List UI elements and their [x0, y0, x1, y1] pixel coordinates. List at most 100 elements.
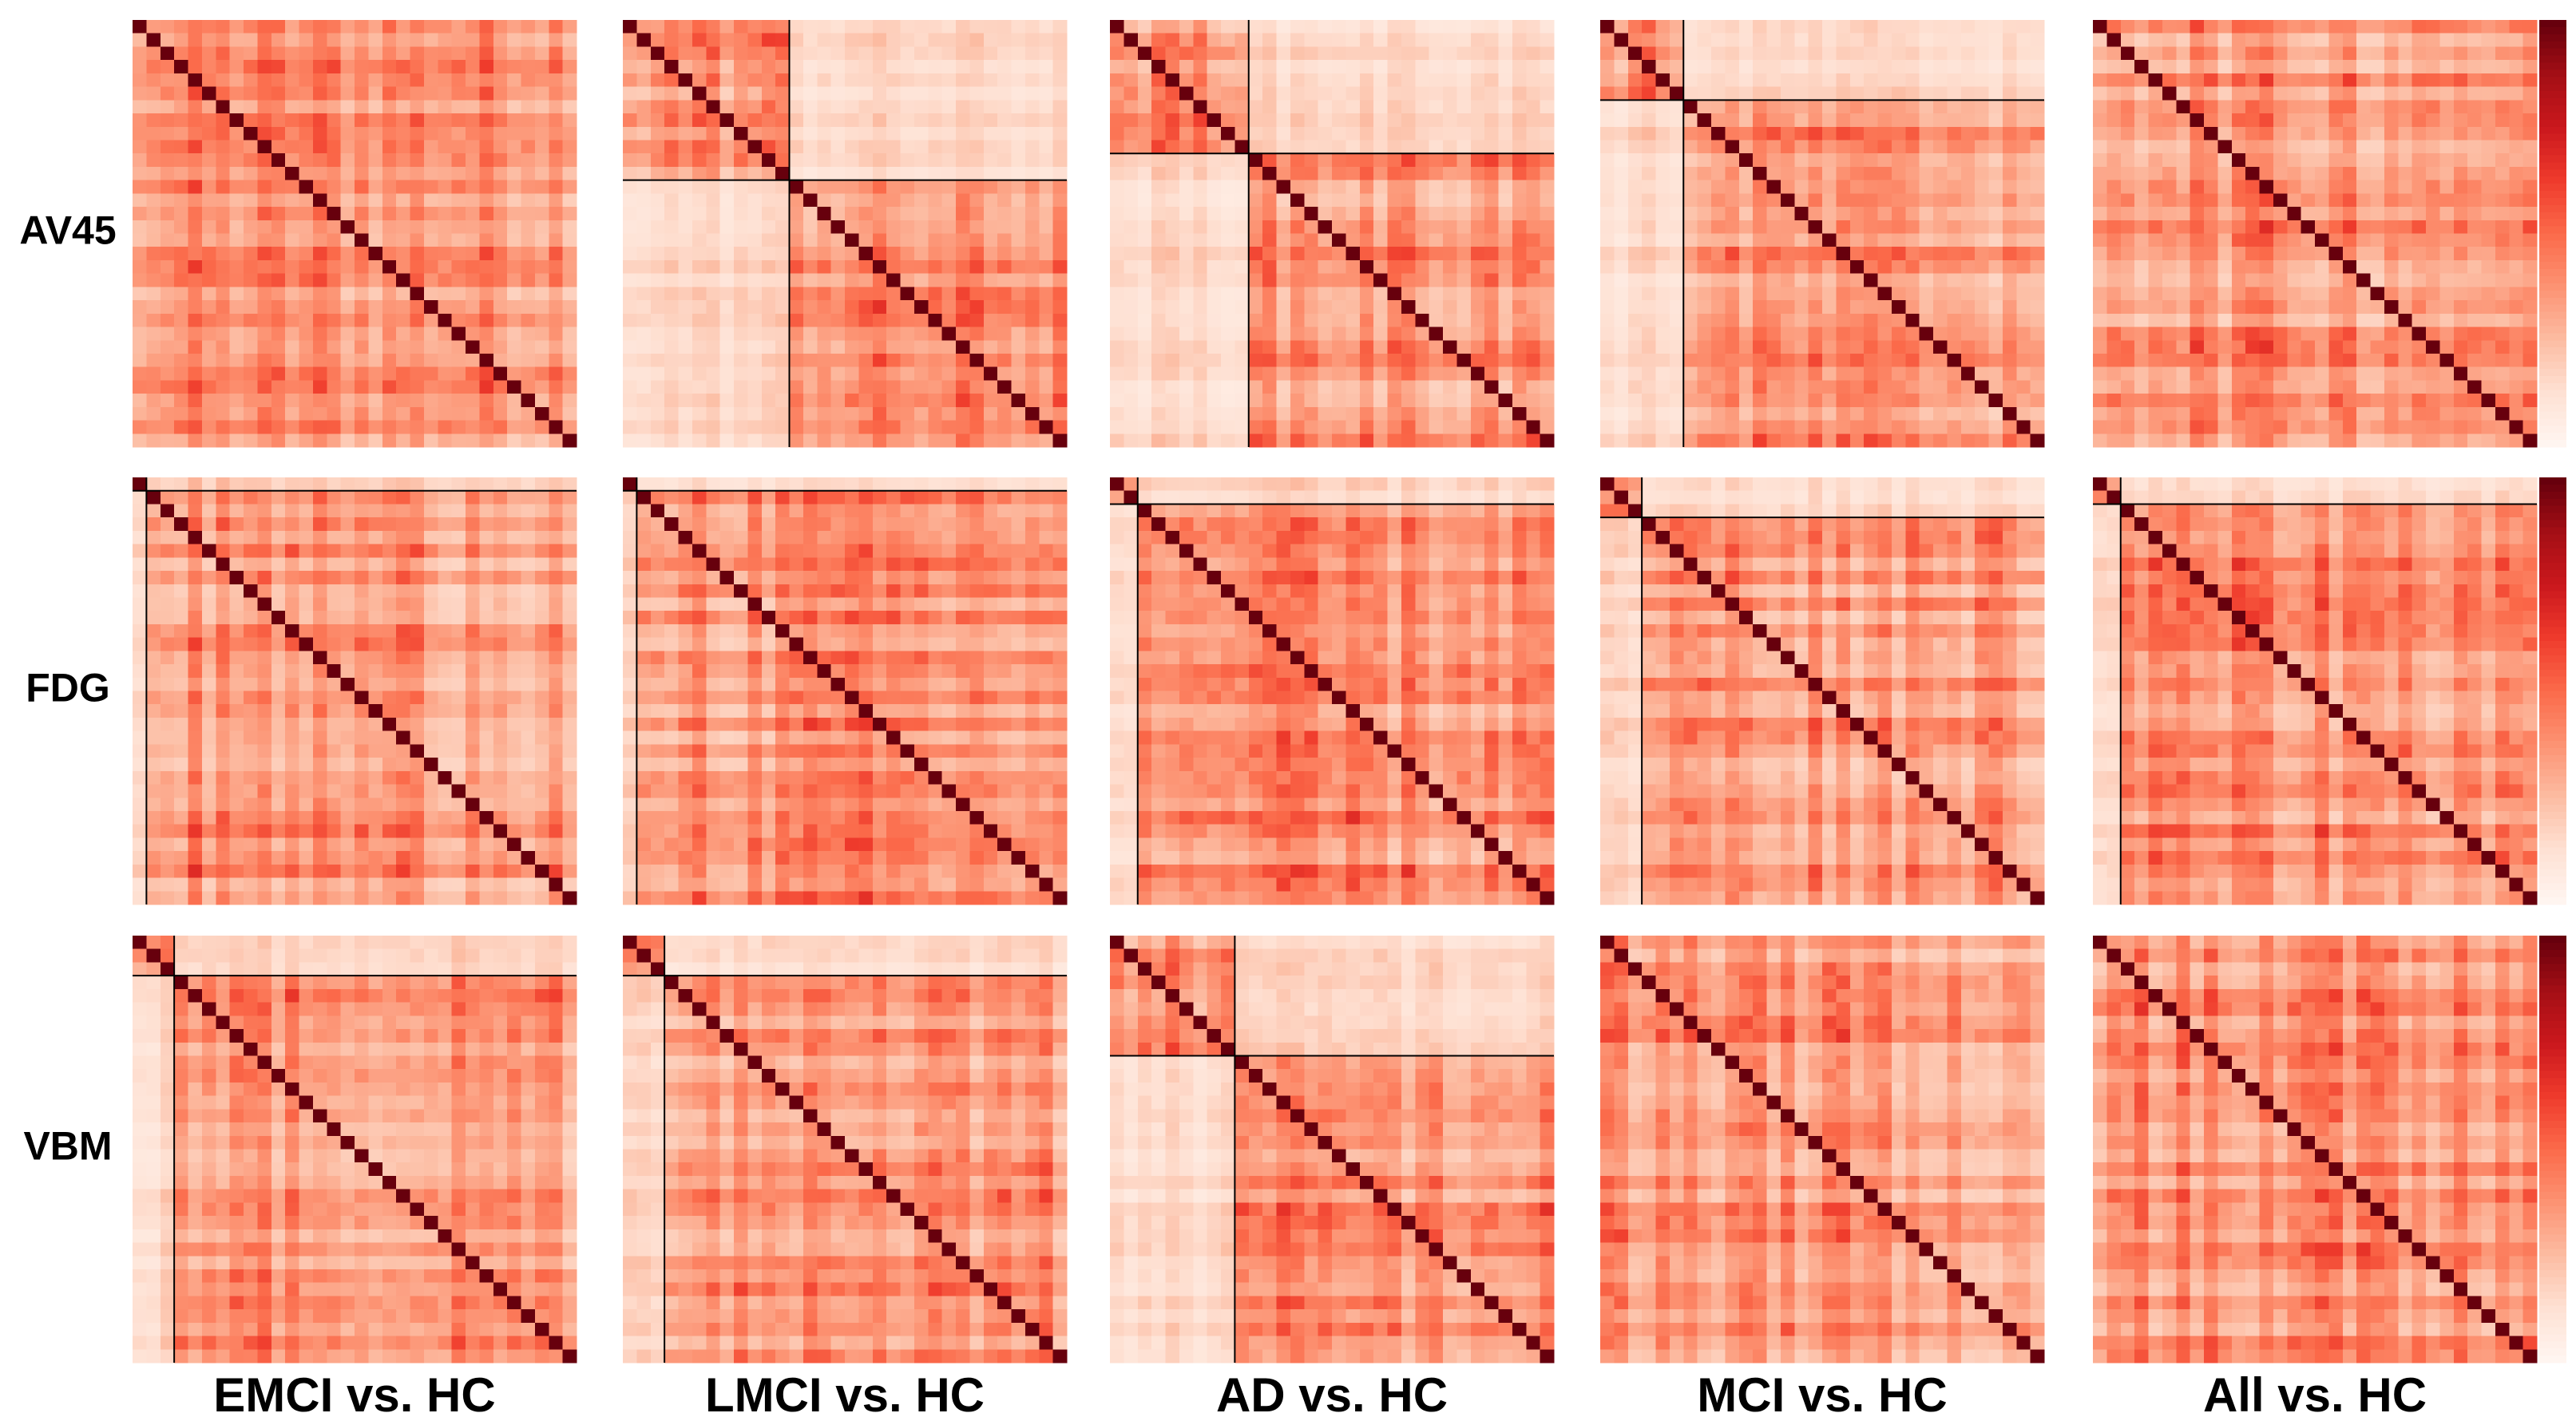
heatmap-cell [1933, 394, 1948, 408]
heatmap-cell [1933, 420, 1948, 434]
heatmap-cell [1039, 140, 1054, 154]
heatmap-cell [2273, 60, 2288, 74]
heatmap-cell [969, 46, 985, 61]
heatmap-cell [1470, 340, 1485, 354]
heatmap-cell [2217, 220, 2233, 235]
heatmap-cell [507, 153, 522, 168]
heatmap-cell [2106, 166, 2122, 181]
heatmap-cell [2162, 287, 2177, 301]
heatmap-cell [1766, 406, 1781, 422]
heatmap-cell [1919, 33, 1934, 47]
heatmap-cell [549, 73, 564, 88]
heatmap-cell [1526, 233, 1541, 247]
heatmap-cell [1614, 33, 1629, 47]
heatmap-cell [2016, 300, 2031, 315]
heatmap-cell [983, 380, 998, 394]
heatmap-cell [1947, 313, 1962, 328]
heatmap-cell [1933, 287, 1948, 301]
heatmap-cell [2356, 233, 2372, 247]
heatmap-cell [2315, 126, 2329, 141]
heatmap-cell [1276, 113, 1291, 128]
heatmap-cell [1151, 259, 1167, 275]
heatmap-cell [886, 300, 902, 315]
heatmap-cell [2120, 259, 2135, 275]
heatmap-cell [1794, 46, 1809, 61]
heatmap-cell [1151, 433, 1167, 448]
heatmap-cell [1248, 340, 1263, 354]
heatmap-cell [1794, 140, 1809, 154]
heatmap-cell [285, 140, 300, 154]
heatmap-cell [1193, 380, 1208, 394]
heatmap-cell [664, 60, 680, 74]
heatmap-cell [1429, 233, 1444, 247]
heatmap-cell [1024, 340, 1040, 354]
heatmap-cell [1753, 220, 1768, 235]
heatmap-cell [1498, 433, 1513, 448]
heatmap-cell [1345, 113, 1361, 128]
heatmap-cell [2273, 287, 2288, 301]
heatmap-cell [1401, 126, 1416, 141]
heatmap-cell [229, 247, 244, 261]
heatmap-cell [2190, 300, 2205, 315]
heatmap-cell [271, 207, 286, 221]
heatmap-cell [1877, 193, 1892, 208]
heatmap-cell [900, 113, 915, 128]
heatmap-cell [1165, 100, 1180, 114]
heatmap-cell [1052, 193, 1068, 208]
heatmap-cell [1137, 220, 1152, 235]
heatmap-cell [1179, 180, 1194, 194]
heatmap-cell [521, 166, 536, 181]
heatmap-cell [1864, 126, 1879, 141]
heatmap-cell [664, 126, 680, 141]
heatmap-cell [858, 313, 874, 328]
heatmap-cell [1988, 220, 2003, 235]
heatmap-cell [1794, 207, 1809, 221]
heatmap-cell [396, 406, 411, 422]
heatmap-cell [2162, 207, 2177, 221]
heatmap-cell [817, 126, 832, 141]
heatmap-cell [1193, 420, 1208, 434]
heatmap-cell [1387, 207, 1402, 221]
heatmap-cell [188, 287, 203, 301]
heatmap-cell [1919, 153, 1934, 168]
heatmap-cell [845, 313, 859, 328]
heatmap-cell [928, 60, 943, 74]
heatmap-cell [928, 233, 943, 247]
heatmap-cell [719, 166, 735, 181]
heatmap-cell [692, 406, 707, 422]
heatmap-cell [1808, 233, 1823, 247]
heatmap-cell [2398, 180, 2413, 194]
heatmap-cell [2370, 247, 2385, 261]
heatmap-cell [1304, 300, 1319, 315]
heatmap-cell [2148, 340, 2163, 354]
heatmap-cell [466, 86, 480, 101]
heatmap-cell [928, 300, 943, 315]
heatmap-cell [1614, 220, 1629, 235]
heatmap-cell [299, 73, 314, 88]
heatmap-cell [747, 166, 763, 181]
heatmap-cell [2245, 100, 2261, 114]
heatmap-cell [160, 433, 175, 448]
heatmap-cell [1669, 46, 1684, 61]
heatmap-cell [983, 100, 998, 114]
heatmap-cell [2301, 180, 2316, 194]
heatmap-cell [1512, 20, 1527, 34]
heatmap-cell [1443, 420, 1457, 434]
heatmap-cell [845, 340, 859, 354]
heatmap-cell [1221, 220, 1235, 235]
heatmap-cell [534, 273, 549, 287]
heatmap-cell [1526, 126, 1541, 141]
heatmap-cell [789, 273, 804, 287]
heatmap-cell [1345, 207, 1361, 221]
heatmap-cell [1614, 140, 1629, 154]
heatmap-cell [1110, 406, 1124, 422]
heatmap-cell [2134, 220, 2150, 235]
heatmap-cell [1988, 406, 2003, 422]
heatmap-cell [1484, 126, 1500, 141]
heatmap-cell [678, 180, 693, 194]
heatmap-cell [1891, 126, 1906, 141]
heatmap-cell [2315, 354, 2329, 368]
heatmap-cell [1683, 193, 1698, 208]
heatmap-cell [562, 340, 577, 354]
heatmap-cell [1947, 327, 1962, 341]
